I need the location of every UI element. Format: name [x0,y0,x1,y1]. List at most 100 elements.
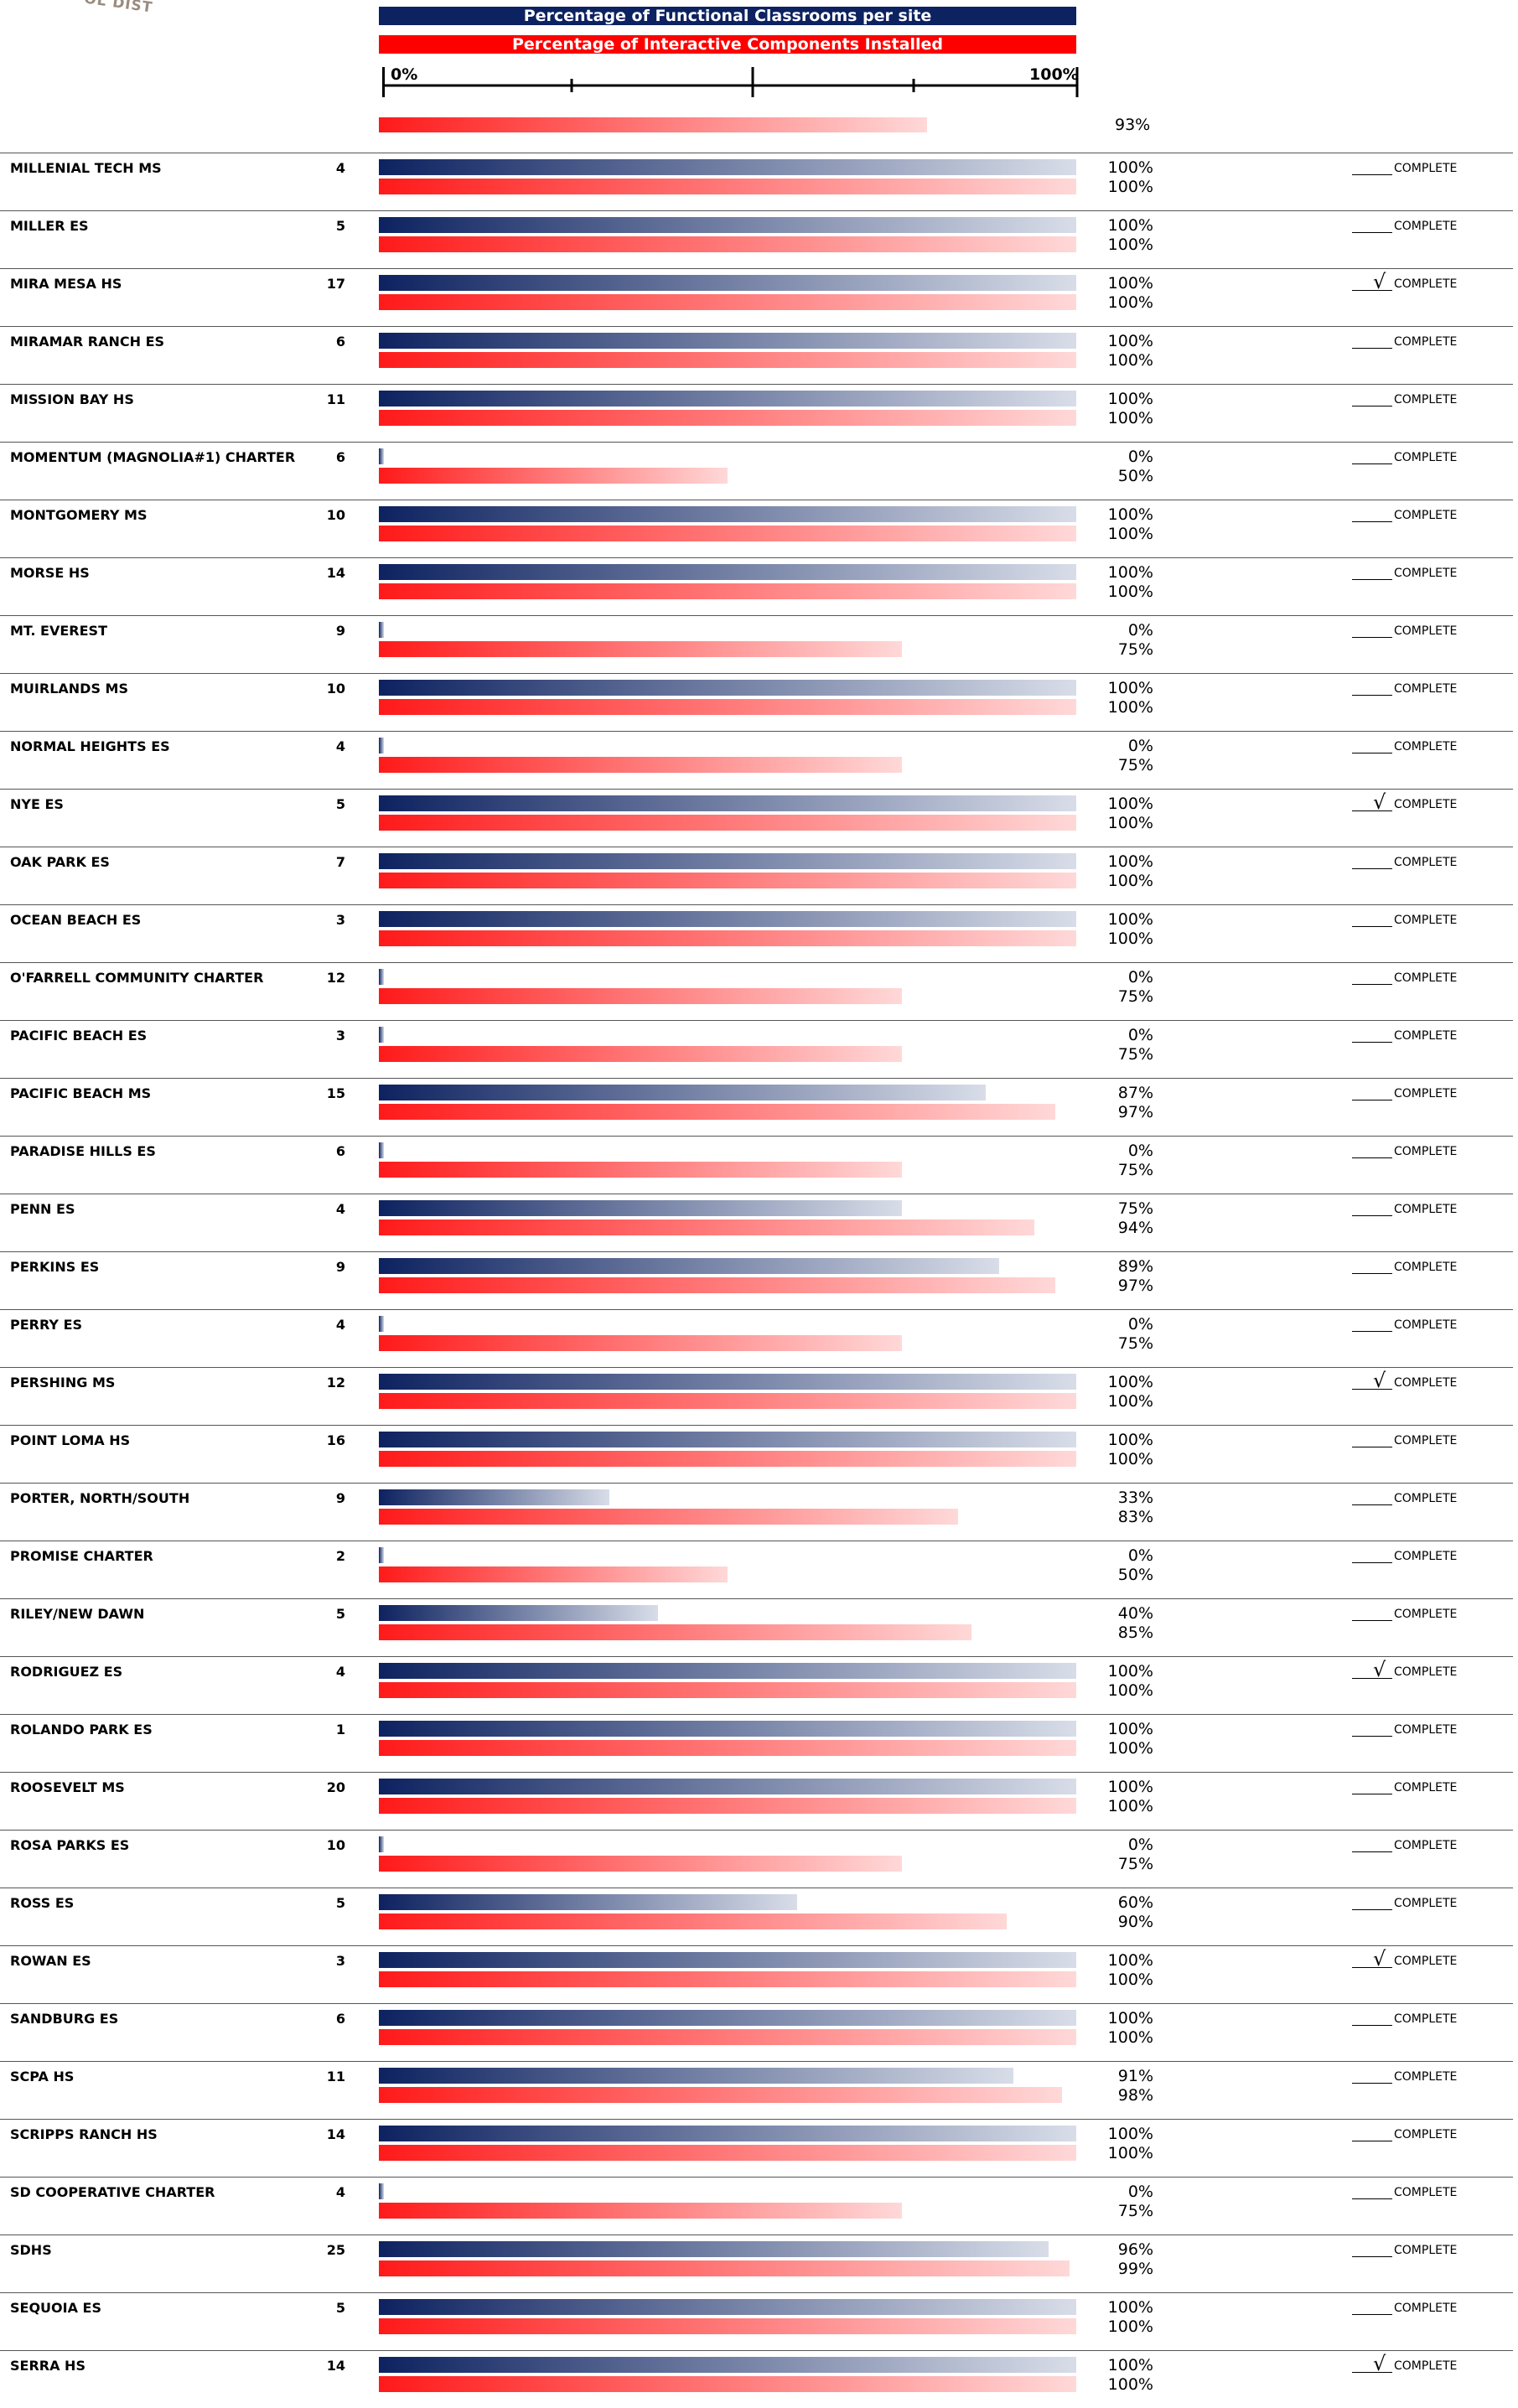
functional-percentage-label: 0% [1127,2183,1153,2201]
interactive-percentage-label: 50% [1117,1566,1153,1584]
interactive-bar [379,1624,971,1640]
interactive-bar [379,1162,902,1178]
interactive-percentage-label: 50% [1117,467,1153,485]
school-name: PERKINS ES [10,1259,100,1275]
complete-label: COMPLETE [1394,1087,1458,1100]
interactive-percentage-label: 100% [1107,1450,1153,1468]
complete-label: COMPLETE [1394,2012,1458,2026]
school-row: SCPA HS 11 91% 98% COMPLETE [0,2061,1518,2119]
interactive-percentage-label: 100% [1107,1681,1153,1700]
complete-label: COMPLETE [1394,277,1458,291]
functional-bar [379,2068,1013,2084]
interactive-bar [379,352,1076,368]
school-row: MILLENIAL TECH MS 4 100% 100% COMPLETE [0,153,1518,210]
row-divider [0,1078,1513,1079]
interactive-bar [379,1104,1055,1120]
school-name: OAK PARK ES [10,854,110,870]
scale-label-min: 0% [391,65,418,84]
complete-label: COMPLETE [1394,220,1458,233]
complete-label: COMPLETE [1394,1492,1458,1505]
functional-bar [379,1374,1076,1390]
functional-percentage-label: 40% [1117,1604,1153,1623]
school-name: PACIFIC BEACH ES [10,1028,148,1043]
functional-percentage-label: 100% [1107,2298,1153,2317]
functional-bar [379,1142,384,1158]
interactive-bar [379,1451,1076,1467]
complete-checkbox-line [1352,1967,1392,1968]
functional-percentage-label: 100% [1107,1431,1153,1449]
classroom-count: 10 [326,507,345,523]
complete-checkbox-line [1352,1215,1392,1216]
row-divider [0,326,1513,327]
school-row: SD COOPERATIVE CHARTER 4 0% 75% COMPLETE [0,2177,1518,2235]
complete-checkbox-line [1352,1620,1392,1621]
school-row: MILLER ES 5 100% 100% COMPLETE [0,210,1518,268]
school-row: PERSHING MS 12 100% 100% √ COMPLETE [0,1367,1518,1425]
interactive-percentage-label: 75% [1117,1334,1153,1353]
school-row: NYE ES 5 100% 100% √ COMPLETE [0,789,1518,847]
row-divider [0,1367,1513,1368]
complete-label: COMPLETE [1394,856,1458,869]
classroom-count: 2 [335,1548,345,1564]
interactive-percentage-label: 100% [1107,351,1153,370]
interactive-bar [379,583,1076,599]
row-divider [0,1483,1513,1484]
school-name: SD COOPERATIVE CHARTER [10,2184,215,2200]
interactive-bar [379,2145,1076,2161]
school-row: OCEAN BEACH ES 3 100% 100% COMPLETE [0,904,1518,962]
row-divider [0,1309,1513,1310]
interactive-bar [379,699,1076,715]
row-divider [0,2350,1513,2351]
interactive-bar [379,2318,1076,2334]
school-name: O'FARRELL COMMUNITY CHARTER [10,970,264,986]
classroom-count: 7 [335,854,345,870]
checkmark-icon: √ [1373,1947,1386,1970]
functional-bar [379,2126,1076,2141]
row-divider [0,1136,1513,1137]
functional-percentage-label: 100% [1107,1720,1153,1738]
school-row: MIRA MESA HS 17 100% 100% √ COMPLETE [0,268,1518,326]
legend-functional-classrooms: Percentage of Functional Classrooms per … [379,7,1076,25]
summary-percentage: 93% [1115,116,1151,134]
complete-label: COMPLETE [1394,798,1458,811]
complete-label: COMPLETE [1394,393,1458,407]
classroom-count: 1 [335,1722,345,1737]
interactive-percentage-label: 100% [1107,1392,1153,1411]
school-name: PENN ES [10,1201,75,1217]
complete-checkbox-line [1352,868,1392,869]
functional-bar [379,1258,999,1274]
complete-label: COMPLETE [1394,1897,1458,1910]
functional-percentage-label: 100% [1107,1662,1153,1680]
complete-checkbox-line [1352,1678,1392,1679]
school-row: PROMISE CHARTER 2 0% 50% COMPLETE [0,1541,1518,1598]
classroom-count: 4 [335,1664,345,1680]
interactive-percentage-label: 75% [1117,1045,1153,1064]
row-divider [0,2177,1513,2178]
functional-bar [379,969,384,985]
school-name: POINT LOMA HS [10,1432,131,1448]
row-divider [0,1020,1513,1021]
school-row: MORSE HS 14 100% 100% COMPLETE [0,557,1518,615]
checkmark-icon: √ [1373,270,1386,293]
complete-checkbox-line [1352,232,1392,233]
functional-bar [379,1836,384,1852]
interactive-percentage-label: 75% [1117,756,1153,774]
interactive-bar [379,1509,958,1525]
row-divider [0,731,1513,732]
school-name: RILEY/NEW DAWN [10,1606,145,1622]
complete-label: COMPLETE [1394,1723,1458,1737]
functional-percentage-label: 75% [1117,1199,1153,1218]
functional-percentage-label: 0% [1127,448,1153,466]
complete-checkbox-line [1352,463,1392,464]
classroom-count: 5 [335,1895,345,1911]
interactive-percentage-label: 75% [1117,1855,1153,1873]
school-name: RODRIGUEZ ES [10,1664,123,1680]
school-row: SCRIPPS RANCH HS 14 100% 100% COMPLETE [0,2119,1518,2177]
row-divider [0,2119,1513,2120]
interactive-bar [379,1046,902,1062]
school-name: OCEAN BEACH ES [10,912,142,928]
school-row: MIRAMAR RANCH ES 6 100% 100% COMPLETE [0,326,1518,384]
school-row: PENN ES 4 75% 94% COMPLETE [0,1194,1518,1251]
interactive-percentage-label: 97% [1117,1276,1153,1295]
classroom-count: 15 [326,1085,345,1101]
